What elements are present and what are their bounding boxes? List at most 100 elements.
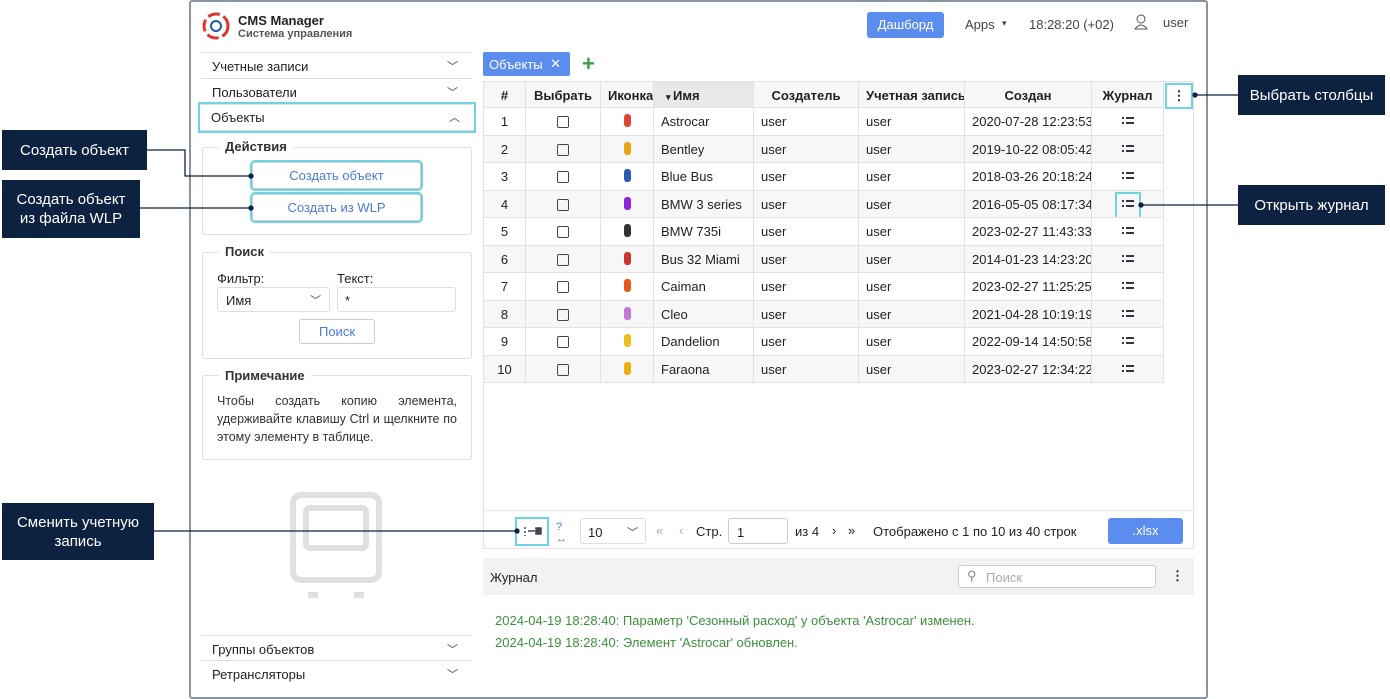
page-input[interactable]: 1	[728, 518, 788, 544]
creator: user	[754, 135, 859, 163]
icon-cell	[601, 355, 654, 383]
object-name[interactable]: Bus 32 Miami	[654, 245, 754, 273]
column-header[interactable]: Иконка	[601, 82, 654, 108]
object-name[interactable]: Blue Bus	[654, 163, 754, 191]
object-icon	[623, 224, 631, 237]
app-frame	[189, 0, 1208, 699]
change-account-button[interactable]	[515, 517, 549, 546]
journal-button[interactable]	[1117, 169, 1139, 183]
section-header[interactable]: Ретрансляторы ﹀	[201, 661, 472, 687]
prev-page[interactable]: ‹	[679, 523, 684, 538]
search-button[interactable]: Поиск	[299, 319, 375, 344]
checkbox[interactable]	[557, 198, 569, 211]
object-name[interactable]: BMW 735i	[654, 218, 754, 246]
object-name[interactable]: Cleo	[654, 300, 754, 328]
checkbox[interactable]	[557, 226, 569, 238]
object-icon	[623, 169, 631, 182]
journal-button[interactable]	[1117, 279, 1139, 293]
creator: user	[754, 190, 859, 218]
checkbox-cell	[526, 300, 601, 328]
log-menu[interactable]: ⋮	[1171, 568, 1184, 583]
journal-button[interactable]	[1117, 334, 1139, 348]
section-header[interactable]: Пользователи ﹀	[201, 79, 472, 105]
checkbox[interactable]	[557, 336, 569, 348]
page-count: из 4	[795, 524, 820, 539]
object-name[interactable]: Dandelion	[654, 328, 754, 356]
journal-button[interactable]	[1117, 114, 1139, 128]
checkbox[interactable]	[557, 171, 569, 183]
checkbox[interactable]	[557, 281, 569, 293]
section-header[interactable]: Учетные записи ﹀	[201, 53, 472, 79]
account: user	[859, 135, 965, 163]
icon-cell	[601, 163, 654, 191]
checkbox[interactable]	[557, 308, 569, 321]
column-header[interactable]: Выбрать	[526, 82, 601, 108]
checkbox[interactable]	[557, 143, 569, 156]
account: user	[859, 218, 965, 246]
create-wlp-button[interactable]: Создать из WLP	[250, 192, 423, 223]
log-search[interactable]: ⚲ Поиск	[958, 565, 1156, 588]
apps-menu[interactable]: Apps	[965, 17, 995, 32]
dashboard-button[interactable]: Дашборд	[867, 12, 944, 38]
section-title: Учетные записи	[212, 59, 309, 74]
icon-cell	[601, 190, 654, 218]
checkbox[interactable]	[557, 363, 569, 376]
next-page[interactable]: ›	[832, 523, 837, 538]
column-header[interactable]: Учетная запись	[859, 82, 965, 108]
column-header[interactable]: #	[484, 82, 526, 108]
tab[interactable]: Объекты ✕	[483, 52, 570, 76]
callout: Создать объект из файла WLP	[2, 180, 140, 238]
app-name: CMS Manager	[238, 13, 324, 28]
account: user	[859, 190, 965, 218]
checkbox-cell	[526, 245, 601, 273]
checkbox[interactable]	[557, 253, 569, 266]
object-name[interactable]: Astrocar	[654, 108, 754, 136]
column-header[interactable]: ▾ Имя	[654, 82, 754, 108]
callout: Выбрать столбцы	[1238, 75, 1385, 115]
journal-button[interactable]	[1114, 191, 1141, 218]
object-icon	[623, 251, 631, 265]
column-header[interactable]: Журнал	[1092, 82, 1164, 108]
object-name[interactable]: Caiman	[654, 273, 754, 301]
section-title: Объекты	[211, 110, 265, 125]
resize-icon[interactable]: ? ↔	[556, 521, 567, 545]
section-header[interactable]: Группы объектов ﹀	[201, 635, 472, 661]
create-button[interactable]: Создать объект	[250, 160, 423, 191]
row-number: 4	[484, 190, 526, 218]
object-name[interactable]: Bentley	[654, 135, 754, 163]
section-header[interactable]: Объекты ︿	[198, 102, 476, 133]
checkbox[interactable]	[557, 116, 569, 128]
account: user	[859, 273, 965, 301]
row-number: 3	[484, 163, 526, 191]
panel-title: Поиск	[219, 244, 271, 259]
add-tab[interactable]: +	[582, 51, 595, 76]
journal-button[interactable]	[1117, 362, 1139, 376]
callout: Создать объект	[2, 130, 147, 170]
column-header[interactable]: Создатель	[754, 82, 859, 108]
journal-cell	[1092, 245, 1164, 273]
journal-button[interactable]	[1117, 307, 1139, 321]
section-title: Ретрансляторы	[212, 667, 306, 682]
object-name[interactable]: Faraona	[654, 355, 754, 383]
divider	[484, 510, 1193, 511]
journal-button[interactable]	[1117, 224, 1139, 238]
object-name[interactable]: BMW 3 series	[654, 190, 754, 218]
close-icon[interactable]: ✕	[550, 56, 561, 71]
columns-menu[interactable]: ⋮	[1165, 83, 1193, 109]
page-size-select[interactable]: 10 ﹀	[580, 518, 646, 544]
created: 2018-03-26 20:18:24	[965, 163, 1092, 191]
user-name[interactable]: user	[1163, 15, 1189, 30]
export-button[interactable]: .xlsx	[1108, 518, 1183, 544]
created: 2016-05-05 08:17:34	[965, 190, 1092, 218]
filter-select[interactable]: Имя ﹀	[217, 287, 330, 312]
journal-button[interactable]	[1117, 142, 1139, 156]
text-input[interactable]: *	[337, 287, 456, 312]
first-page[interactable]: «	[656, 523, 664, 538]
page-label: Стр.	[696, 524, 723, 539]
column-header[interactable]: Создан	[965, 82, 1092, 108]
user-icon	[1133, 14, 1149, 30]
journal-button[interactable]	[1117, 252, 1139, 266]
last-page[interactable]: »	[848, 523, 856, 538]
row-number: 5	[484, 218, 526, 246]
row-number: 8	[484, 300, 526, 328]
